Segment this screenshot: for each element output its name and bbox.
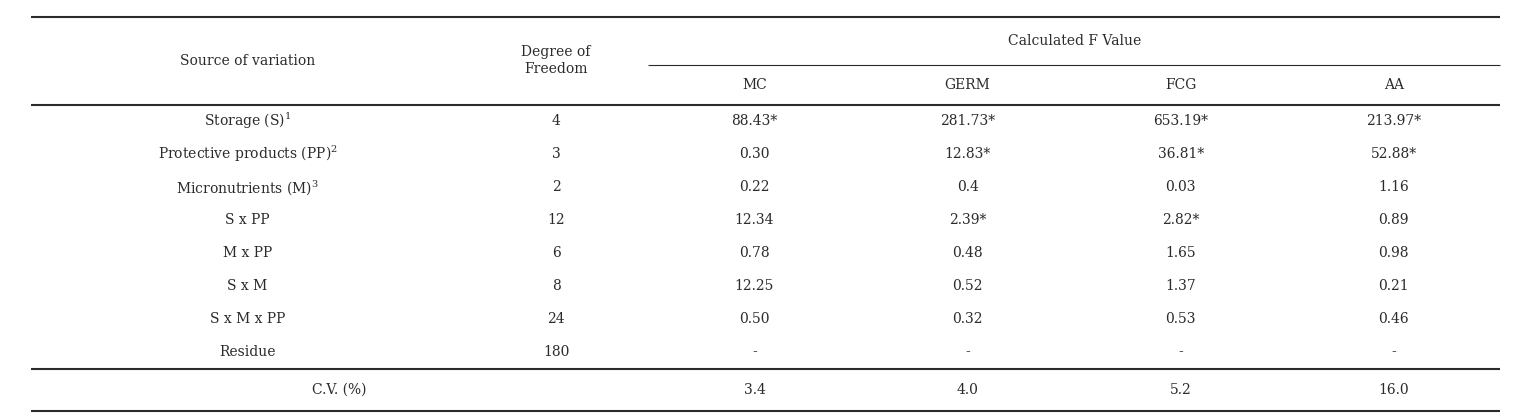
Text: -: - <box>752 345 756 359</box>
Text: 1.65: 1.65 <box>1165 246 1196 260</box>
Text: 653.19*: 653.19* <box>1153 114 1208 128</box>
Text: 2: 2 <box>551 180 560 194</box>
Text: 4: 4 <box>551 114 560 128</box>
Text: 0.52: 0.52 <box>952 279 983 293</box>
Text: 16.0: 16.0 <box>1378 383 1409 397</box>
Text: 24: 24 <box>547 312 565 326</box>
Text: 0.78: 0.78 <box>739 246 770 260</box>
Text: 12: 12 <box>547 213 565 227</box>
Text: Degree of
Freedom: Degree of Freedom <box>522 45 591 76</box>
Text: FCG: FCG <box>1165 78 1196 92</box>
Text: 0.22: 0.22 <box>739 180 770 194</box>
Text: 3: 3 <box>551 147 560 161</box>
Text: C.V. (%): C.V. (%) <box>312 383 366 397</box>
Text: 52.88*: 52.88* <box>1370 147 1416 161</box>
Text: GERM: GERM <box>945 78 991 92</box>
Text: 281.73*: 281.73* <box>940 114 995 128</box>
Text: M x PP: M x PP <box>224 246 273 260</box>
Text: 12.34: 12.34 <box>735 213 775 227</box>
Text: Protective products (PP)$^2$: Protective products (PP)$^2$ <box>158 144 337 164</box>
Text: 0.50: 0.50 <box>739 312 770 326</box>
Text: 0.53: 0.53 <box>1165 312 1196 326</box>
Text: AA: AA <box>1384 78 1404 92</box>
Text: 0.48: 0.48 <box>952 246 983 260</box>
Text: -: - <box>1179 345 1183 359</box>
Text: S x M: S x M <box>227 279 268 293</box>
Text: Calculated F Value: Calculated F Value <box>1007 34 1141 48</box>
Text: 36.81*: 36.81* <box>1157 147 1203 161</box>
Text: 8: 8 <box>551 279 560 293</box>
Text: 0.89: 0.89 <box>1378 213 1409 227</box>
Text: 3.4: 3.4 <box>744 383 766 397</box>
Text: 180: 180 <box>544 345 570 359</box>
Text: 0.03: 0.03 <box>1165 180 1196 194</box>
Text: -: - <box>965 345 971 359</box>
Text: 0.30: 0.30 <box>739 147 770 161</box>
Text: S x PP: S x PP <box>225 213 269 227</box>
Text: 6: 6 <box>551 246 560 260</box>
Text: Storage (S)$^1$: Storage (S)$^1$ <box>204 111 291 132</box>
Text: 0.98: 0.98 <box>1378 246 1409 260</box>
Text: 0.46: 0.46 <box>1378 312 1409 326</box>
Text: 0.32: 0.32 <box>952 312 983 326</box>
Text: 5.2: 5.2 <box>1170 383 1191 397</box>
Text: 88.43*: 88.43* <box>732 114 778 128</box>
Text: 4.0: 4.0 <box>957 383 978 397</box>
Text: MC: MC <box>743 78 767 92</box>
Text: 0.21: 0.21 <box>1378 279 1409 293</box>
Text: -: - <box>1392 345 1396 359</box>
Text: 213.97*: 213.97* <box>1366 114 1421 128</box>
Text: 2.82*: 2.82* <box>1162 213 1199 227</box>
Text: Micronutrients (M)$^3$: Micronutrients (M)$^3$ <box>176 178 318 197</box>
Text: Source of variation: Source of variation <box>179 54 315 68</box>
Text: Residue: Residue <box>219 345 276 359</box>
Text: 12.25: 12.25 <box>735 279 775 293</box>
Text: 1.16: 1.16 <box>1378 180 1409 194</box>
Text: 1.37: 1.37 <box>1165 279 1196 293</box>
Text: S x M x PP: S x M x PP <box>210 312 285 326</box>
Text: 2.39*: 2.39* <box>949 213 986 227</box>
Text: 12.83*: 12.83* <box>945 147 991 161</box>
Text: 0.4: 0.4 <box>957 180 978 194</box>
